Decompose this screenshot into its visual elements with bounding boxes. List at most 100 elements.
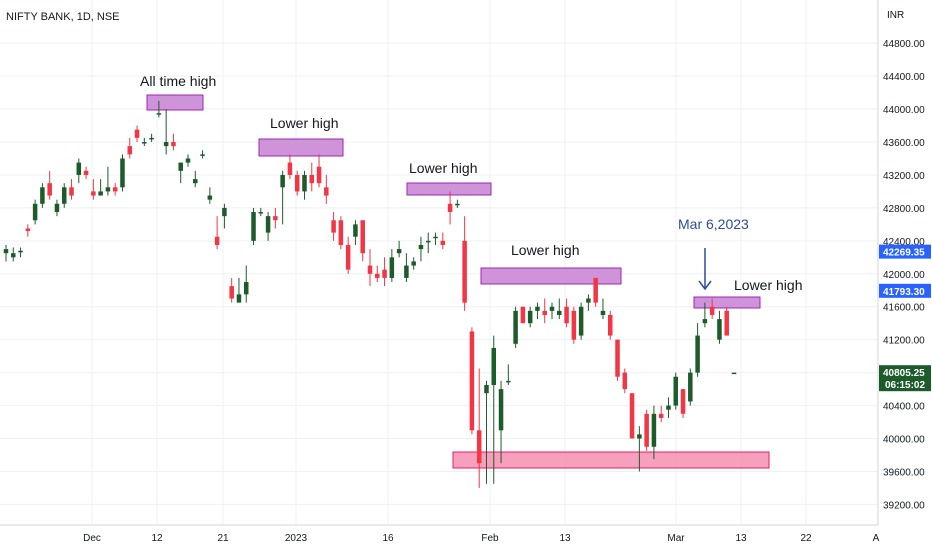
candle[interactable]: [484, 380, 489, 484]
candle[interactable]: [236, 277, 242, 303]
candle[interactable]: [375, 265, 380, 283]
candle[interactable]: [535, 302, 540, 320]
candle[interactable]: [586, 294, 591, 311]
candle[interactable]: [506, 364, 511, 385]
candle[interactable]: [338, 216, 344, 250]
candle[interactable]: [156, 100, 162, 118]
candle[interactable]: [353, 220, 358, 245]
candle[interactable]: [47, 170, 52, 200]
candle[interactable]: [564, 298, 569, 328]
candle[interactable]: [418, 236, 424, 262]
candle[interactable]: [425, 232, 431, 254]
candle[interactable]: [229, 277, 234, 303]
candle[interactable]: [360, 220, 365, 262]
candle[interactable]: [593, 277, 598, 307]
lower-high-zone-1[interactable]: [258, 138, 344, 157]
candle[interactable]: [251, 207, 256, 245]
candle[interactable]: [200, 150, 205, 159]
candle[interactable]: [557, 298, 562, 320]
candle[interactable]: [607, 310, 613, 340]
candle[interactable]: [389, 249, 395, 283]
candle[interactable]: [724, 306, 729, 336]
candle[interactable]: [549, 302, 555, 320]
candle[interactable]: [731, 372, 737, 375]
candle[interactable]: [309, 162, 315, 192]
time-axis[interactable]: Dec 12 21 2023 16 Feb 13 Mar 13 22 A: [83, 533, 880, 544]
candle[interactable]: [127, 137, 133, 159]
lower-high-zone-2[interactable]: [406, 182, 492, 196]
candle[interactable]: [91, 179, 96, 200]
candle[interactable]: [134, 125, 140, 143]
candle[interactable]: [702, 302, 708, 328]
candle[interactable]: [280, 170, 285, 225]
candle[interactable]: [302, 170, 307, 200]
candle[interactable]: [105, 166, 111, 196]
candle[interactable]: [600, 298, 606, 320]
candle[interactable]: [717, 310, 722, 344]
candle[interactable]: [578, 302, 584, 340]
candle[interactable]: [324, 174, 329, 204]
candle[interactable]: [447, 191, 453, 225]
candle[interactable]: [404, 253, 409, 283]
candle[interactable]: [185, 154, 191, 167]
candle[interactable]: [149, 133, 154, 143]
candle[interactable]: [163, 109, 169, 155]
candle[interactable]: [382, 257, 387, 287]
candle[interactable]: [513, 306, 518, 348]
candle[interactable]: [469, 327, 475, 435]
candle[interactable]: [440, 232, 446, 250]
candle[interactable]: [411, 257, 416, 270]
candle[interactable]: [345, 236, 351, 274]
candle[interactable]: [571, 306, 577, 344]
candle[interactable]: [629, 393, 635, 439]
candle[interactable]: [520, 306, 526, 324]
candle[interactable]: [287, 154, 293, 180]
candle[interactable]: [83, 166, 89, 180]
candle[interactable]: [294, 170, 300, 196]
candle[interactable]: [316, 154, 322, 188]
candle[interactable]: [644, 409, 649, 451]
candle[interactable]: [178, 162, 183, 184]
candle[interactable]: [651, 405, 657, 460]
candle[interactable]: [331, 212, 336, 241]
price-axis[interactable]: 44800.00 44400.00 44000.00 43600.00 43200.00…: [883, 39, 925, 511]
candle[interactable]: [615, 339, 620, 381]
candle[interactable]: [76, 158, 82, 184]
candle[interactable]: [54, 199, 60, 217]
candle[interactable]: [207, 187, 213, 204]
candle[interactable]: [666, 397, 671, 418]
candle[interactable]: [273, 207, 278, 229]
candle[interactable]: [112, 183, 118, 196]
candle[interactable]: [527, 306, 533, 328]
candle[interactable]: [658, 405, 664, 423]
candle[interactable]: [455, 199, 460, 208]
candle[interactable]: [709, 298, 715, 320]
candle[interactable]: [214, 216, 220, 250]
candle[interactable]: [40, 183, 45, 208]
candle[interactable]: [462, 216, 467, 311]
candle[interactable]: [695, 323, 700, 377]
symbol-title[interactable]: NIFTY BANK, 1D, NSE: [6, 11, 120, 23]
candle[interactable]: [32, 199, 38, 225]
candle[interactable]: [142, 137, 147, 147]
candle[interactable]: [622, 368, 628, 394]
candle[interactable]: [61, 183, 67, 208]
lower-high-zone-4[interactable]: [693, 296, 761, 309]
candle[interactable]: [171, 133, 176, 151]
candle[interactable]: [396, 240, 402, 258]
candle[interactable]: [98, 179, 103, 196]
candle[interactable]: [18, 247, 23, 258]
lower-high-zone-3[interactable]: [480, 267, 622, 285]
candle[interactable]: [120, 154, 125, 192]
candle[interactable]: [491, 335, 497, 484]
candle[interactable]: [542, 298, 547, 324]
all-time-high-zone[interactable]: [146, 94, 204, 111]
candle[interactable]: [637, 426, 642, 472]
candle[interactable]: [3, 244, 9, 262]
candle[interactable]: [265, 212, 271, 241]
candle[interactable]: [243, 265, 249, 303]
candle[interactable]: [476, 368, 482, 488]
candle[interactable]: [367, 249, 373, 287]
candle[interactable]: [673, 372, 679, 410]
